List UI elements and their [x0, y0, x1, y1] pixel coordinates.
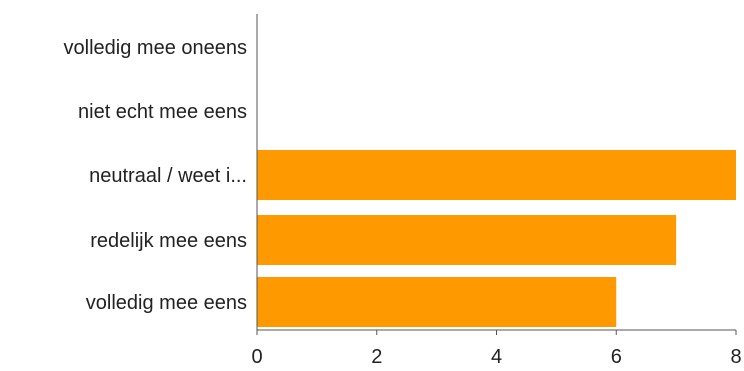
category-labels: volledig mee oneens niet echt mee eens neu…: [64, 37, 247, 314]
x-tick-label-2: 4: [491, 346, 502, 368]
category-label-3: redelijk mee eens: [90, 230, 247, 252]
category-label-4: volledig mee eens: [86, 292, 247, 314]
x-tick-label-4: 8: [730, 346, 741, 368]
bars-group: [257, 150, 736, 327]
x-tick-label-3: 6: [611, 346, 622, 368]
bar-2: [257, 150, 736, 200]
category-label-2: neutraal / weet i...: [89, 165, 247, 187]
bar-3: [257, 215, 677, 265]
x-tick-label-1: 2: [371, 346, 382, 368]
x-axis-ticks: 0 2 4 6 8: [251, 330, 742, 368]
bar-4: [257, 277, 617, 327]
category-label-0: volledig mee oneens: [64, 37, 247, 59]
x-tick-label-0: 0: [251, 346, 262, 368]
category-label-1: niet echt mee eens: [78, 101, 247, 123]
